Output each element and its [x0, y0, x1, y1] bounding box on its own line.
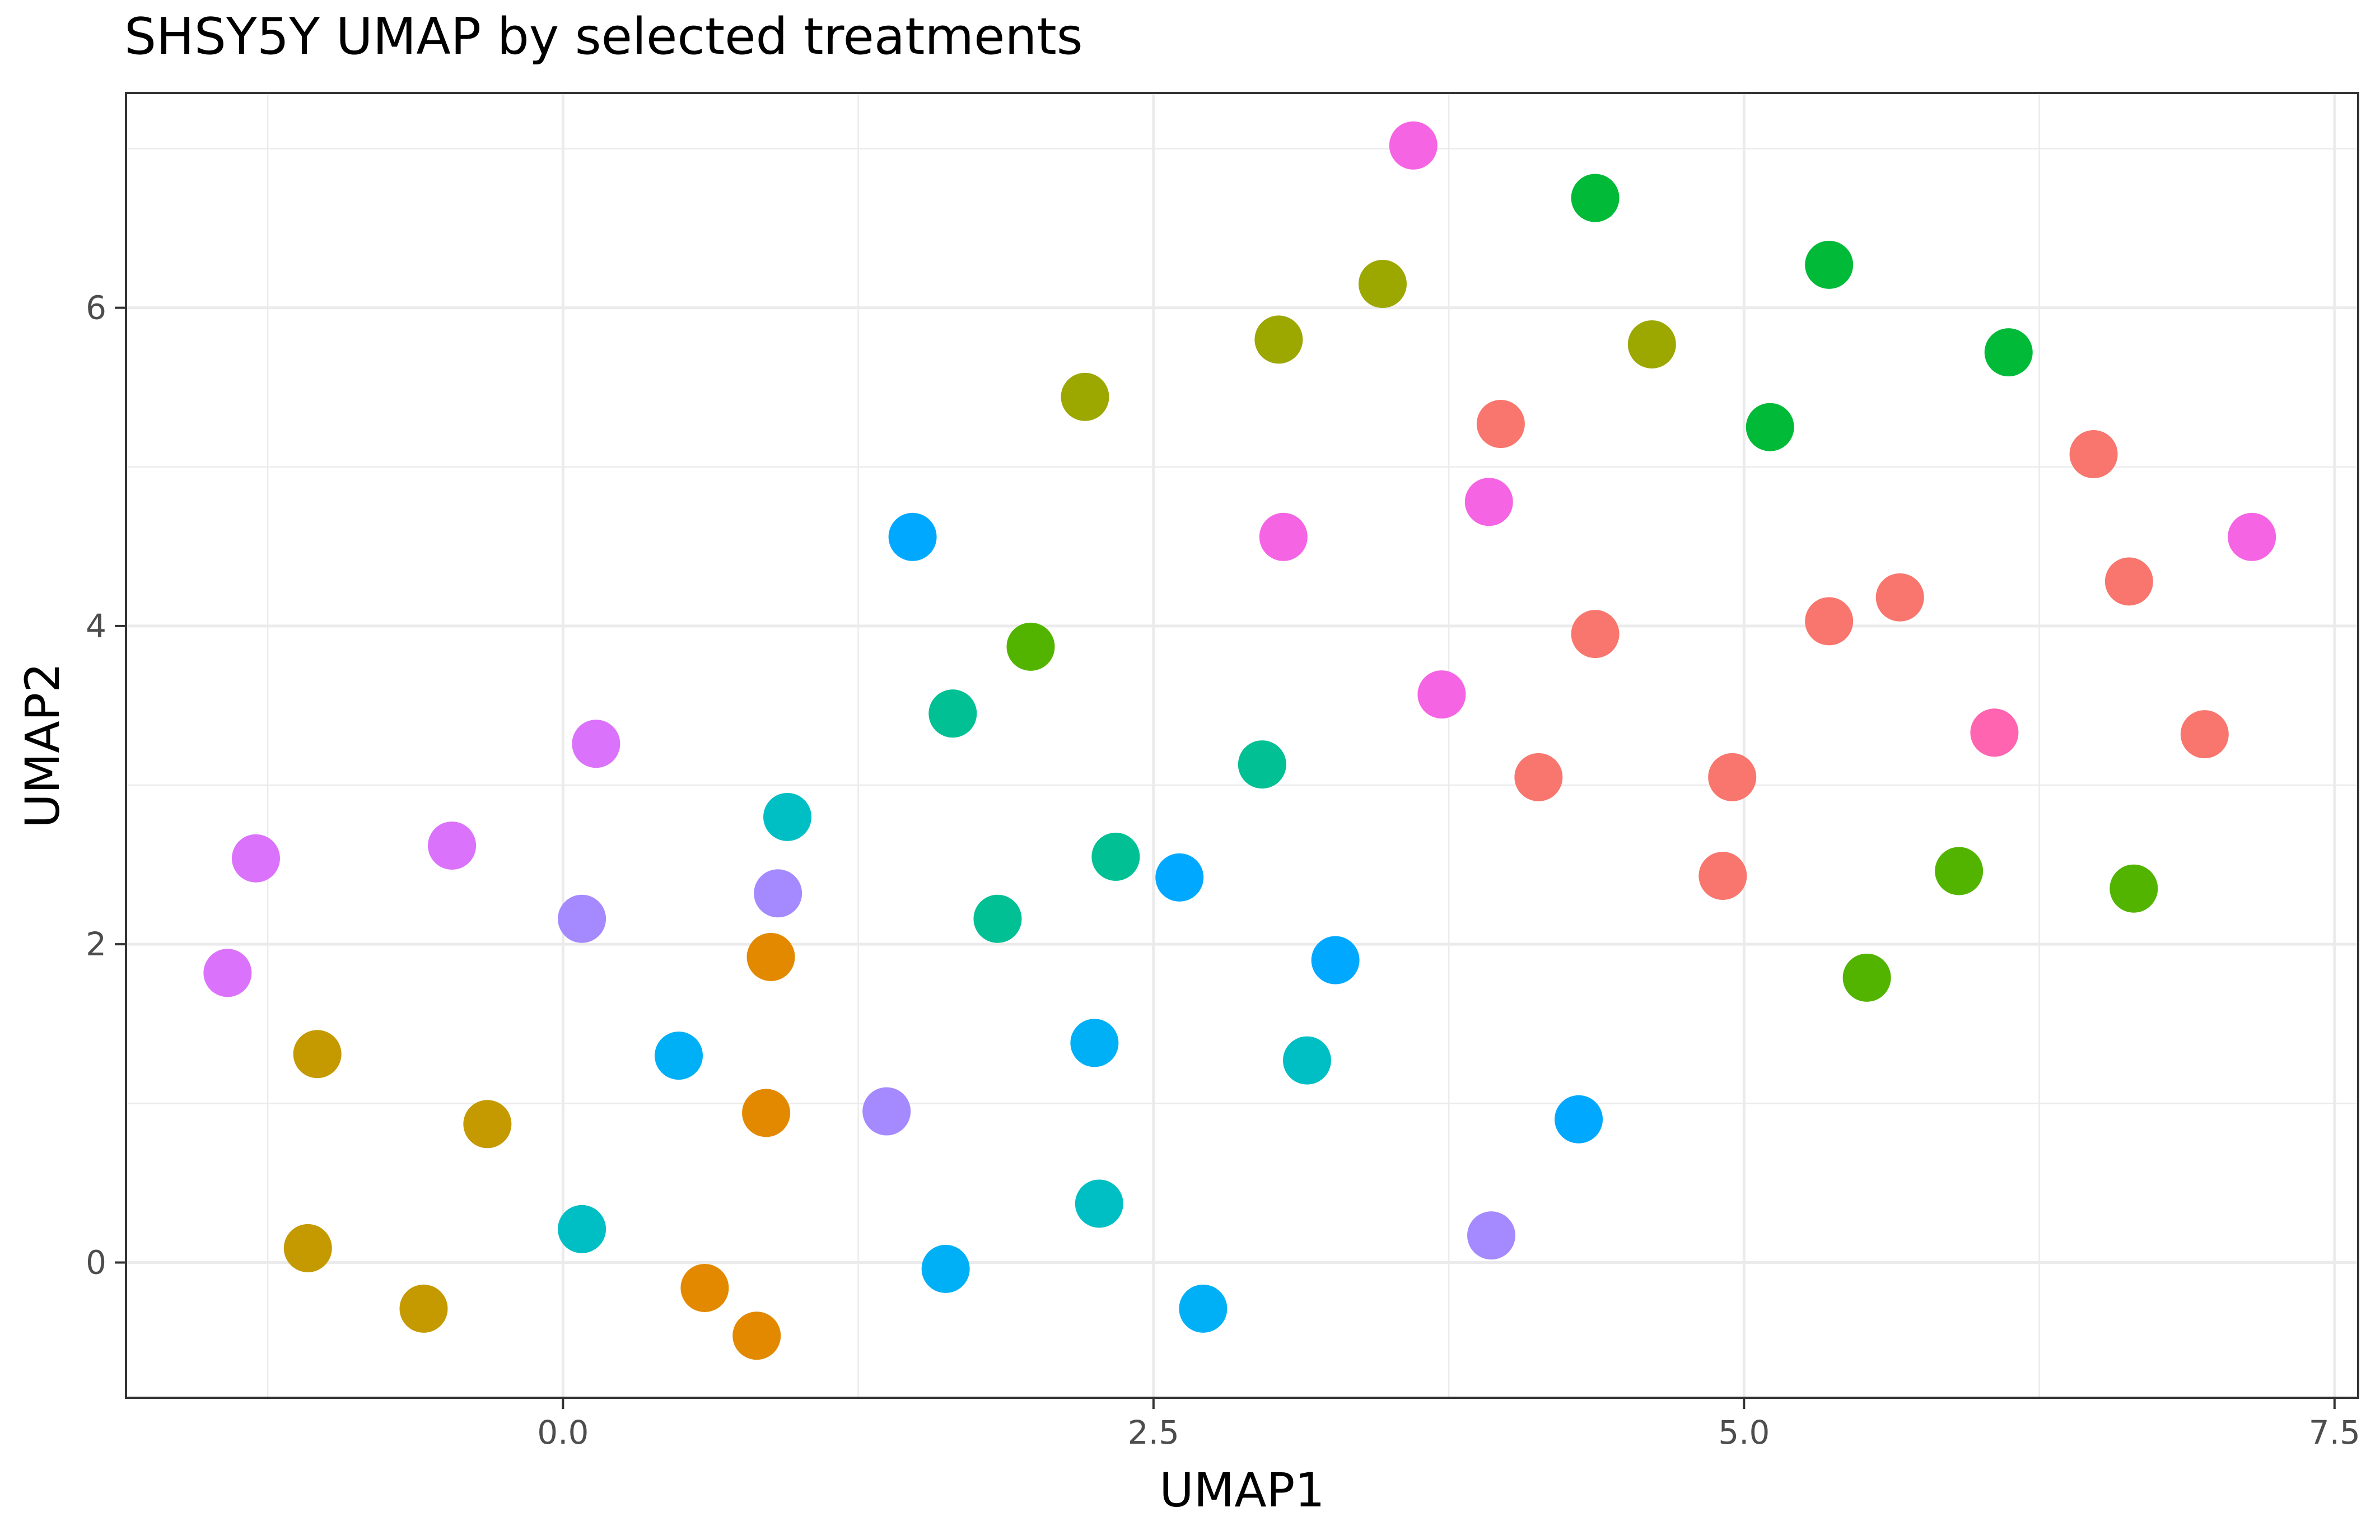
- data-point: [1935, 847, 1984, 895]
- data-point: [928, 689, 977, 738]
- data-point: [1708, 753, 1757, 801]
- data-point: [1070, 1019, 1119, 1067]
- data-point: [973, 894, 1022, 943]
- data-point: [1970, 708, 2019, 757]
- data-point: [463, 1100, 512, 1149]
- data-point: [2180, 710, 2229, 759]
- data-point: [2069, 430, 2118, 479]
- data-point: [2110, 864, 2158, 913]
- data-point: [1698, 852, 1747, 900]
- data-point: [1389, 121, 1438, 170]
- data-point: [1805, 240, 1854, 289]
- data-point: [572, 720, 620, 768]
- data-point: [399, 1284, 448, 1333]
- y-tick-label: 4: [86, 607, 106, 645]
- data-point: [1091, 832, 1140, 881]
- data-point: [1467, 1211, 1515, 1260]
- data-point: [1555, 1095, 1603, 1144]
- data-point: [1358, 259, 1407, 308]
- data-point: [680, 1263, 729, 1312]
- data-point: [742, 1089, 791, 1137]
- data-point: [283, 1224, 332, 1272]
- data-point: [558, 894, 606, 943]
- data-point: [1311, 936, 1360, 984]
- x-tick-label: 7.5: [2309, 1413, 2360, 1452]
- data-points: [203, 121, 2276, 1360]
- y-axis-title: UMAP2: [15, 662, 70, 828]
- data-point: [1155, 853, 1204, 902]
- data-point: [1805, 597, 1854, 646]
- data-point: [763, 792, 812, 841]
- data-point: [1238, 740, 1286, 789]
- data-point: [655, 1032, 703, 1080]
- data-point: [1254, 315, 1303, 364]
- panel-background: [126, 93, 2358, 1398]
- data-point: [2104, 557, 2153, 606]
- data-point: [1179, 1284, 1228, 1333]
- chart-title: SHSY5Y UMAP by selected treatments: [124, 7, 1083, 66]
- data-point: [1075, 1179, 1123, 1228]
- data-point: [1006, 622, 1055, 671]
- data-point: [921, 1244, 970, 1293]
- data-point: [1875, 573, 1924, 622]
- data-point: [1061, 372, 1109, 421]
- data-point: [732, 1312, 781, 1360]
- data-point: [1282, 1036, 1331, 1085]
- data-point: [558, 1205, 606, 1253]
- data-point: [1746, 403, 1794, 451]
- data-point: [1476, 400, 1525, 449]
- data-point: [888, 512, 937, 561]
- x-tick-label: 2.5: [1128, 1413, 1179, 1452]
- data-point: [1514, 753, 1563, 801]
- major-gridlines: [126, 93, 2358, 1398]
- data-point: [1571, 610, 1620, 659]
- x-axis: 0.0 2.5 5.0 7.5: [537, 1398, 2360, 1452]
- y-axis: 0 2 4 6: [86, 289, 126, 1281]
- data-point: [1627, 320, 1676, 368]
- x-tick-label: 5.0: [1718, 1413, 1770, 1452]
- data-point: [231, 834, 280, 883]
- y-tick-label: 2: [86, 925, 106, 963]
- data-point: [2228, 512, 2276, 561]
- data-point: [1842, 953, 1891, 1002]
- plot-panel: [125, 92, 2359, 1399]
- data-point: [862, 1087, 911, 1136]
- x-axis-title: UMAP1: [1159, 1463, 1325, 1518]
- data-point: [754, 869, 802, 918]
- data-point: [203, 949, 252, 997]
- data-point: [1259, 512, 1308, 561]
- panel-border: [125, 92, 2359, 1399]
- minor-gridlines: [126, 93, 2358, 1398]
- data-point: [1984, 328, 2033, 377]
- data-point: [1571, 174, 1620, 222]
- data-point: [428, 822, 477, 870]
- data-point: [1417, 670, 1466, 719]
- x-tick-label: 0.0: [537, 1413, 589, 1452]
- data-point: [746, 932, 795, 981]
- y-tick-label: 0: [86, 1243, 106, 1281]
- data-point: [1464, 478, 1513, 526]
- data-point: [293, 1030, 342, 1079]
- y-tick-label: 6: [86, 289, 106, 327]
